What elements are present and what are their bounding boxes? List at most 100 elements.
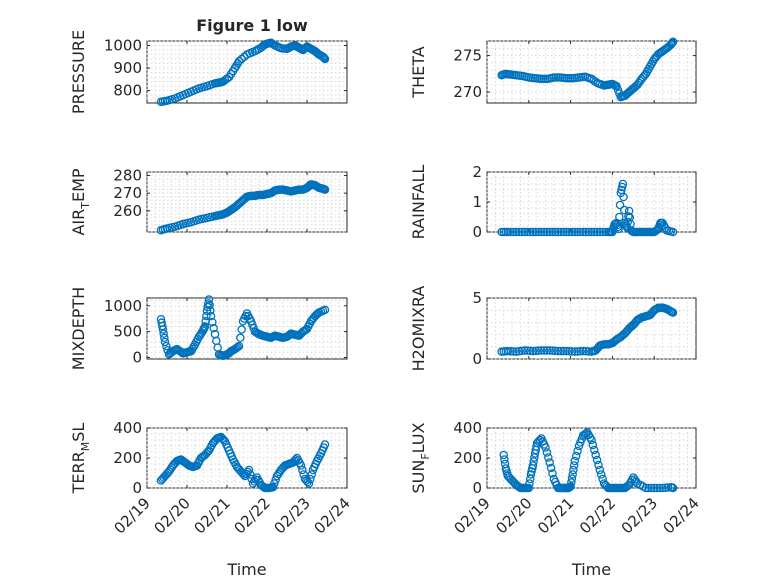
data-point <box>570 456 580 466</box>
data-point <box>564 347 574 356</box>
grid <box>486 297 696 360</box>
series-points <box>497 303 678 356</box>
data-point <box>525 346 535 356</box>
data-point <box>668 483 678 493</box>
y-tick-label: 260 <box>113 202 142 220</box>
data-point <box>619 205 629 215</box>
data-point <box>553 227 563 237</box>
data-point <box>209 323 218 333</box>
axis-label-suffix: LUX <box>409 422 428 453</box>
x-axis-label: Time <box>226 560 266 579</box>
data-point <box>307 470 316 479</box>
data-point <box>237 325 246 334</box>
y-tick-label: 0 <box>132 348 142 366</box>
data-point <box>528 346 538 356</box>
data-point <box>551 227 560 237</box>
data-point <box>592 455 602 465</box>
data-point <box>525 479 534 488</box>
x-tick-label: 02/20 <box>151 494 194 537</box>
data-point <box>630 82 639 92</box>
data-point <box>570 347 580 356</box>
y-axis-label: RAINFALL <box>409 165 428 240</box>
data-point <box>567 227 577 237</box>
data-point <box>270 479 279 488</box>
data-point <box>566 482 575 491</box>
data-point <box>578 346 588 356</box>
data-point <box>663 483 673 492</box>
x-tick-label: 02/22 <box>231 494 274 537</box>
data-point <box>202 311 211 321</box>
y-tick-label: 500 <box>113 323 142 341</box>
data-point <box>525 227 535 237</box>
y-tick-label: 900 <box>113 59 142 77</box>
y-axis-label: MIXDEPTH <box>69 287 88 370</box>
data-point <box>612 81 621 91</box>
data-point <box>571 451 581 461</box>
data-point <box>206 306 215 315</box>
x-axis-label: Time <box>571 560 611 579</box>
data-point <box>562 227 571 237</box>
x-tick-label: 02/23 <box>618 494 661 537</box>
series-points <box>497 179 678 237</box>
series-points <box>499 428 678 493</box>
data-point <box>592 227 602 237</box>
data-point <box>545 346 554 355</box>
y-axis-label: SUNFLUX <box>409 422 432 493</box>
data-point <box>528 461 538 470</box>
data-point <box>204 295 214 304</box>
data-point <box>541 443 550 452</box>
data-point <box>162 341 171 351</box>
data-point <box>514 227 524 237</box>
y-tick-label: 1 <box>472 193 482 211</box>
y-tick-label: 400 <box>453 419 482 437</box>
y-tick-label: 280 <box>113 167 142 185</box>
data-point <box>619 330 628 339</box>
data-point <box>304 479 314 488</box>
data-point <box>548 469 557 478</box>
y-axis-label: PRESSURE <box>69 30 88 114</box>
data-point <box>587 435 596 445</box>
y-tick-label: 400 <box>113 419 142 437</box>
data-point <box>542 346 552 355</box>
axis-label-subscript: F <box>419 453 432 459</box>
series-points <box>156 295 330 361</box>
data-point <box>200 322 210 331</box>
data-point <box>567 478 576 487</box>
y-tick-label: 270 <box>453 83 482 101</box>
data-point <box>615 200 625 210</box>
data-point <box>233 342 242 352</box>
x-tick-label: 02/19 <box>451 494 494 537</box>
data-point <box>597 470 606 479</box>
data-point <box>556 227 566 237</box>
data-point <box>296 461 306 470</box>
data-point <box>236 333 245 343</box>
data-point <box>534 346 543 355</box>
data-point <box>509 227 518 237</box>
data-point <box>551 346 560 356</box>
data-point <box>594 460 603 470</box>
panel-rainfall: 0 1 2 RAINFALL <box>409 163 697 241</box>
y-tick-label: 275 <box>453 47 482 65</box>
data-point <box>613 85 623 95</box>
data-point <box>208 317 217 327</box>
data-point <box>624 206 634 216</box>
x-tick-label: 02/21 <box>534 494 577 537</box>
data-point <box>158 325 168 334</box>
data-point <box>624 212 633 221</box>
data-point <box>529 457 538 466</box>
data-point <box>539 227 549 237</box>
data-point <box>500 455 509 464</box>
x-tick-label: 02/23 <box>271 494 314 537</box>
data-point <box>564 227 574 237</box>
y-axis-label: AIRTEMP <box>69 168 92 235</box>
data-point <box>546 463 556 473</box>
figure-title: Figure 1 low <box>196 16 308 35</box>
data-point <box>517 227 527 237</box>
data-point <box>243 467 252 477</box>
data-point <box>559 346 568 356</box>
data-point <box>570 227 580 237</box>
y-tick-label: 0 <box>472 350 482 368</box>
